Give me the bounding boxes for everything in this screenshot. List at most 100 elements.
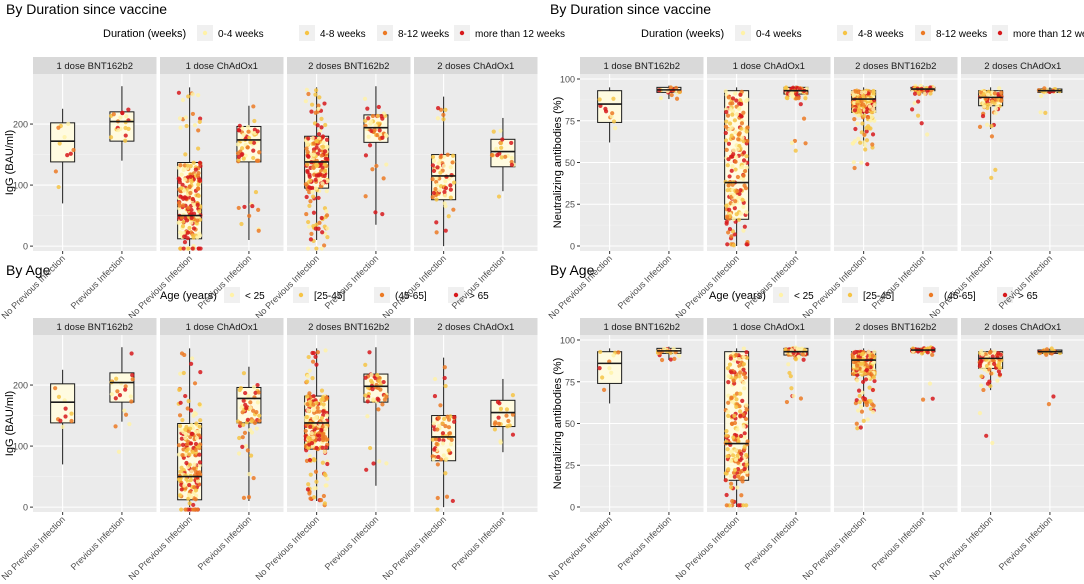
data-point: [376, 397, 381, 403]
data-point: [307, 203, 312, 208]
data-point: [320, 230, 325, 235]
data-point: [303, 99, 308, 104]
data-point: [738, 211, 743, 216]
data-point: [982, 104, 987, 109]
data-point: [384, 461, 389, 466]
data-point: [322, 101, 327, 106]
data-point: [184, 442, 190, 447]
data-point: [854, 398, 859, 403]
data-point: [115, 389, 120, 394]
data-point: [725, 409, 731, 414]
data-point: [736, 217, 742, 222]
x-tick-label: No Previous Infection: [673, 514, 741, 582]
data-point: [432, 447, 437, 452]
data-point: [611, 119, 617, 124]
data-point: [498, 439, 503, 444]
data-point: [451, 207, 456, 212]
data-point: [378, 131, 383, 137]
data-point: [321, 402, 326, 407]
data-point: [785, 96, 790, 101]
data-point: [441, 117, 446, 122]
data-point: [314, 222, 319, 227]
data-point: [190, 246, 195, 251]
data-point: [111, 112, 116, 117]
data-point: [1046, 402, 1052, 407]
legend-title: Age (years): [709, 290, 766, 302]
data-point: [322, 427, 328, 433]
data-point: [314, 445, 319, 451]
data-point: [979, 374, 984, 379]
legend-swatch: [202, 30, 208, 36]
y-tick-label: 75: [565, 116, 575, 126]
data-point: [247, 471, 252, 477]
legend-label: 0-4 weeks: [756, 29, 802, 40]
y-tick-label: 50: [565, 158, 575, 168]
data-point: [251, 475, 256, 481]
data-point: [371, 397, 376, 402]
data-point: [197, 160, 203, 165]
data-point: [254, 426, 259, 431]
data-point: [252, 118, 257, 124]
data-point: [738, 409, 743, 414]
data-point: [311, 194, 316, 199]
data-point: [504, 407, 510, 412]
data-point: [728, 356, 733, 361]
data-point: [240, 435, 245, 440]
x-tick-label: Previous Infection: [323, 514, 381, 572]
facet-strip: [160, 318, 284, 335]
data-point: [324, 483, 329, 488]
facet-strip: [287, 57, 411, 74]
data-point: [123, 412, 129, 417]
data-point: [742, 386, 747, 391]
section-duration: By Duration since vaccine By Duration si…: [6, 1, 711, 17]
data-point: [322, 449, 327, 454]
data-point: [186, 399, 191, 404]
data-point: [370, 167, 375, 172]
data-point: [440, 421, 445, 426]
data-point: [322, 173, 327, 179]
data-point: [176, 220, 181, 225]
data-point: [320, 445, 325, 450]
legend-swatch: [379, 292, 385, 298]
data-point: [248, 405, 253, 411]
data-point: [368, 378, 374, 383]
data-point: [867, 104, 873, 109]
data-point: [736, 474, 741, 479]
data-point: [251, 140, 257, 145]
data-point: [183, 152, 188, 157]
facet-label: 1 dose BNT162b2: [56, 322, 133, 333]
data-point: [305, 394, 310, 399]
data-point: [927, 381, 933, 386]
data-point: [450, 498, 455, 504]
data-point: [324, 413, 329, 418]
data-point: [744, 503, 749, 508]
data-point: [733, 448, 739, 453]
data-point: [307, 391, 312, 396]
y-tick-label: 100: [13, 181, 28, 191]
data-point: [435, 116, 440, 121]
data-point: [187, 185, 192, 190]
data-point: [434, 230, 439, 235]
data-point: [870, 142, 875, 147]
data-point: [732, 206, 737, 211]
data-point: [376, 104, 381, 110]
data-point: [307, 368, 312, 373]
data-point: [308, 199, 313, 204]
data-point: [253, 390, 258, 395]
data-point: [241, 495, 247, 500]
data-point: [434, 197, 439, 202]
data-point: [738, 92, 743, 97]
legend-label: > 65: [1018, 291, 1038, 302]
data-point: [241, 156, 246, 161]
data-point: [744, 154, 749, 159]
data-point: [235, 142, 241, 147]
data-point: [314, 173, 319, 178]
x-tick-label: No Previous Infection: [800, 514, 868, 582]
data-point: [864, 109, 869, 115]
data-point: [363, 118, 368, 123]
legend-label: 0-4 weeks: [218, 29, 264, 40]
data-point: [787, 370, 792, 376]
data-point: [187, 482, 192, 488]
data-point: [506, 418, 511, 424]
